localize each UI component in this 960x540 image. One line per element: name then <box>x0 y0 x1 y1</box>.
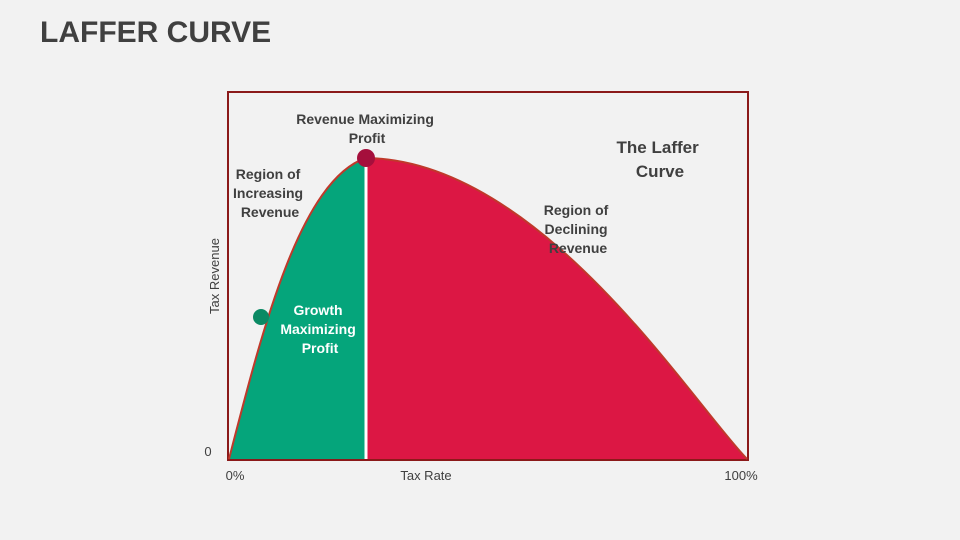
growth-label-line: Profit <box>302 340 339 356</box>
growth-region-label: Growth Maximizing Profit <box>280 302 359 356</box>
y-axis-label: Tax Revenue <box>207 238 222 314</box>
peak-dot <box>357 149 375 167</box>
growth-label-line: Growth <box>294 302 343 318</box>
growth-region <box>229 158 366 459</box>
declining-label-line: Declining <box>545 221 608 237</box>
declining-label-line: Region of <box>544 202 609 218</box>
declining-region <box>366 158 747 459</box>
x-axis-label: Tax Rate <box>400 468 451 483</box>
y-origin-label: 0 <box>204 444 211 459</box>
curve-name-label: The Laffer Curve <box>617 138 704 181</box>
curve-name-line: Curve <box>636 162 684 181</box>
increasing-label-line: Revenue <box>241 204 300 220</box>
declining-region-label: Region of Declining Revenue <box>544 202 612 256</box>
curve-name-line: The Laffer <box>617 138 700 157</box>
growth-dot <box>253 309 269 325</box>
declining-label-line: Revenue <box>549 240 608 256</box>
page-title: LAFFER CURVE <box>40 16 272 49</box>
increasing-region-label: Region of Increasing Revenue <box>233 166 307 220</box>
growth-label-line: Maximizing <box>280 321 355 337</box>
x-end-label: 100% <box>724 468 758 483</box>
peak-label-line: Profit <box>349 130 386 146</box>
x-start-label: 0% <box>226 468 245 483</box>
increasing-label-line: Increasing <box>233 185 303 201</box>
peak-label-line: Revenue Maximizing <box>296 111 434 127</box>
increasing-label-line: Region of <box>236 166 301 182</box>
peak-label: Revenue Maximizing Profit <box>296 111 438 146</box>
